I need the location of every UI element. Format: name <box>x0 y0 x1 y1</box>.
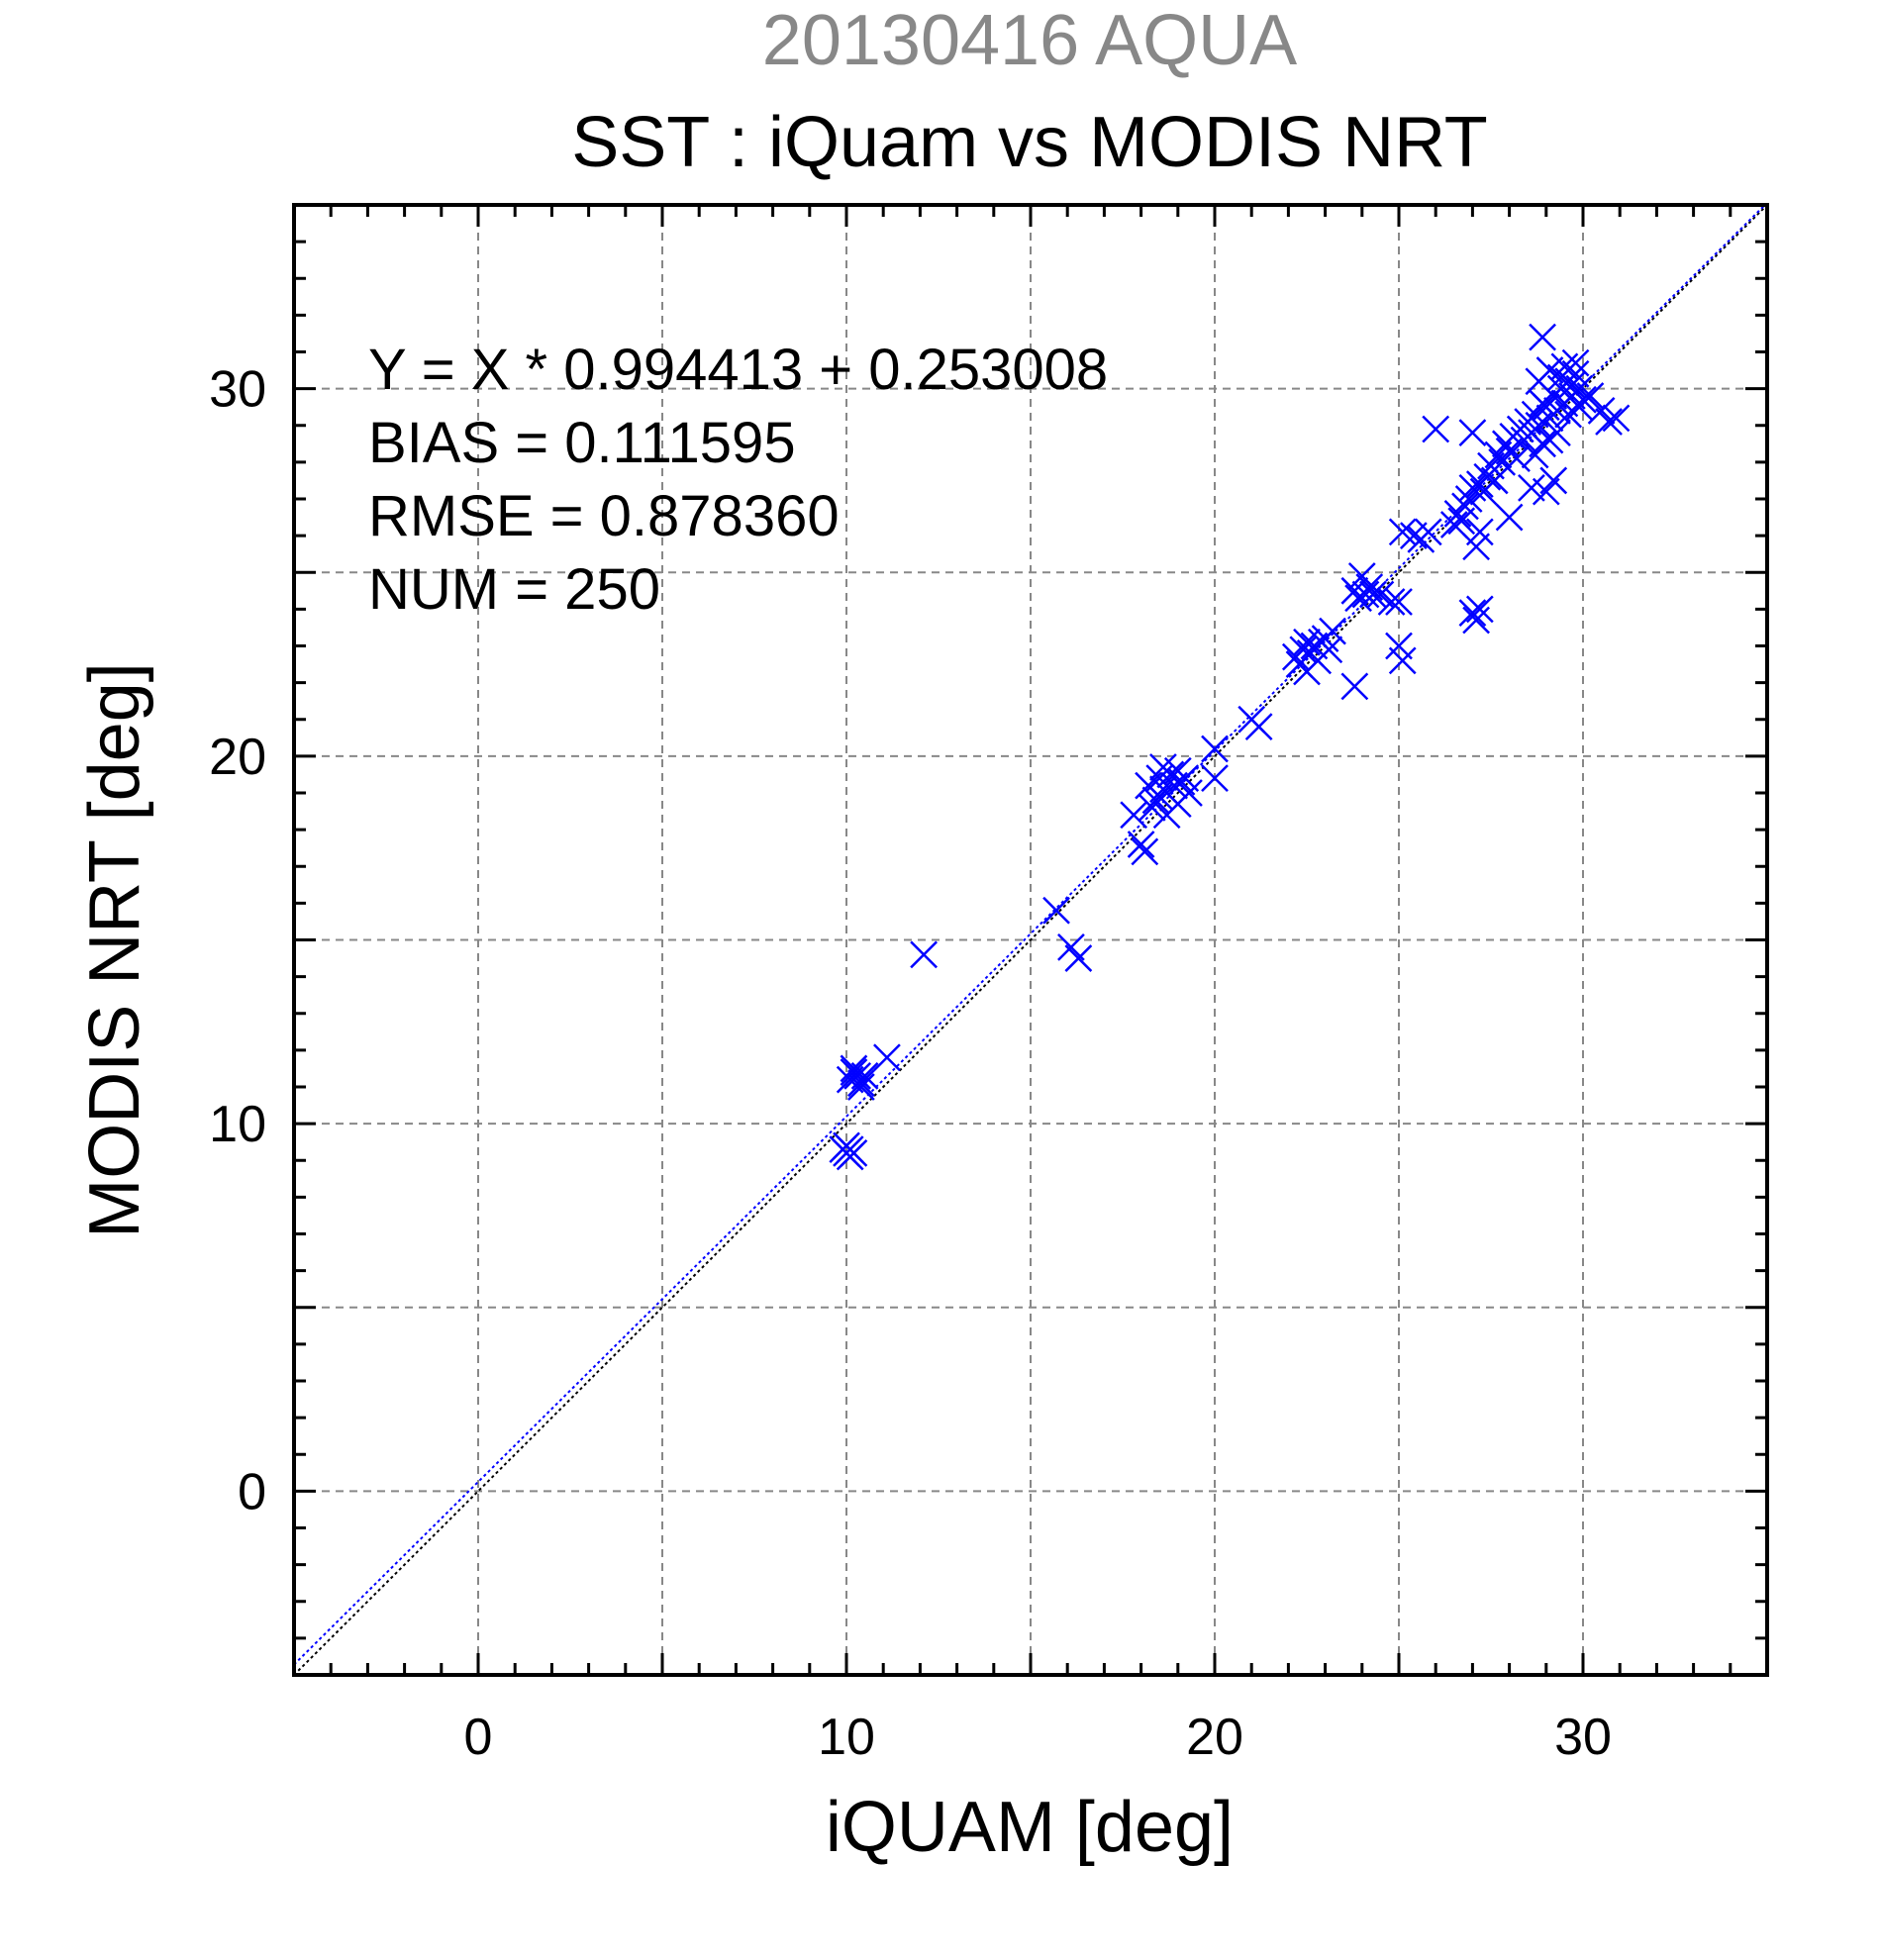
data-point <box>843 1061 872 1090</box>
data-point <box>1495 503 1524 532</box>
data-point <box>850 1061 879 1090</box>
data-point <box>829 1135 857 1163</box>
data-point <box>1465 518 1494 546</box>
reference-lines <box>293 204 1768 1676</box>
x-tick-label: 0 <box>464 1709 493 1766</box>
data-point <box>1064 944 1093 972</box>
data-point <box>846 1073 875 1101</box>
data-point <box>910 940 939 969</box>
data-point <box>1529 323 1556 351</box>
data-point <box>1042 896 1070 925</box>
data-point <box>1377 588 1406 616</box>
data-point <box>1422 415 1450 443</box>
y-tick-label: 30 <box>209 361 266 419</box>
stats-line: RMSE = 0.878360 <box>368 484 840 548</box>
data-point <box>1458 473 1487 502</box>
data-point <box>1319 617 1346 645</box>
data-point <box>1602 404 1631 433</box>
data-point <box>1539 466 1568 495</box>
data-point <box>1451 492 1479 521</box>
y-tick-label: 20 <box>209 729 266 786</box>
data-point <box>1388 518 1417 546</box>
data-point <box>846 1069 875 1098</box>
data-point <box>1149 753 1177 781</box>
data-point <box>1454 485 1483 513</box>
y-axis-label: MODIS NRT [deg] <box>75 662 154 1238</box>
axis-ticks <box>292 203 1769 1677</box>
data-point <box>1145 782 1174 811</box>
data-point <box>1414 518 1442 546</box>
x-axis-label: iQUAM [deg] <box>826 1788 1234 1867</box>
data-point <box>1351 580 1380 609</box>
tick-labels: 0 10 20 30 0 10 20 30 <box>209 361 1612 1766</box>
y-tick-label: 0 <box>238 1463 266 1520</box>
data-point <box>1439 511 1468 539</box>
data-point <box>1359 580 1387 609</box>
identity-line <box>293 204 1768 1676</box>
data-point <box>1385 588 1413 616</box>
data-point <box>1458 599 1487 627</box>
data-point <box>1465 595 1494 624</box>
data-points <box>829 323 1631 1171</box>
fit-line <box>293 204 1766 1666</box>
stats-line: Y = X * 0.994413 + 0.253008 <box>368 338 1108 402</box>
data-point <box>1340 672 1369 701</box>
stats-line: BIAS = 0.111595 <box>368 411 796 475</box>
x-tick-label: 20 <box>1186 1709 1243 1766</box>
data-point <box>1388 646 1417 675</box>
x-tick-label: 10 <box>818 1709 875 1766</box>
data-point <box>1595 408 1623 436</box>
stats-annotations: Y = X * 0.994413 + 0.253008 BIAS = 0.1115… <box>368 338 1108 622</box>
data-point <box>1120 801 1148 830</box>
data-point <box>1529 389 1556 418</box>
stats-line: NUM = 250 <box>368 557 660 622</box>
data-point <box>1201 764 1229 793</box>
data-point <box>1480 466 1509 495</box>
data-point <box>1557 371 1586 399</box>
data-point <box>873 1043 901 1072</box>
chart-subtitle: 20130416 AQUA <box>762 1 1297 80</box>
x-tick-label: 30 <box>1554 1709 1612 1766</box>
data-point <box>1293 628 1321 656</box>
data-point <box>1175 779 1203 807</box>
data-point <box>1244 713 1273 741</box>
y-tick-label: 10 <box>209 1096 266 1153</box>
data-point <box>840 1138 868 1167</box>
data-point <box>1503 444 1531 473</box>
data-point <box>1458 419 1487 447</box>
data-point <box>1462 606 1491 635</box>
data-point <box>1565 393 1594 422</box>
data-point <box>1201 735 1229 763</box>
data-point <box>1127 831 1155 858</box>
data-point <box>1521 441 1549 469</box>
data-point <box>1131 837 1159 866</box>
chart-title: SST : iQuam vs MODIS NRT <box>571 103 1488 182</box>
data-point <box>1315 636 1343 664</box>
